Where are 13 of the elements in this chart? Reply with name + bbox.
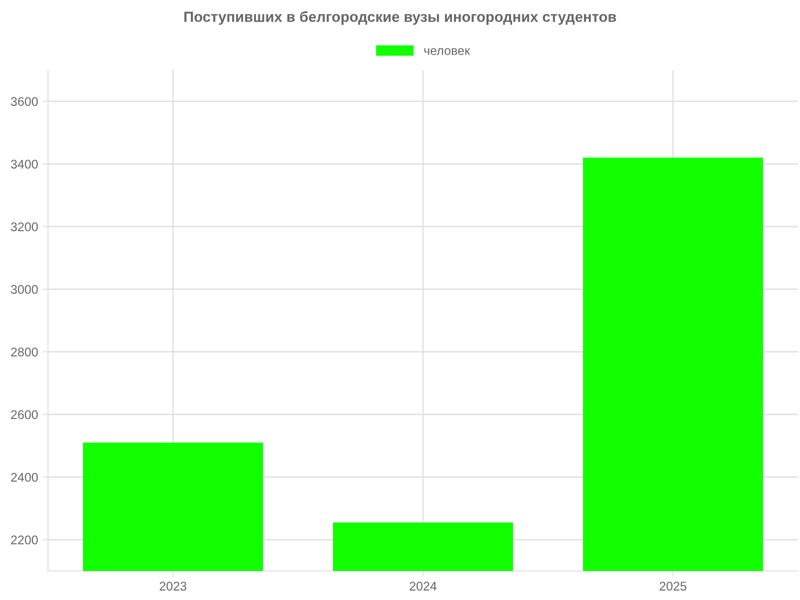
- legend-label: человек: [424, 48, 470, 56]
- y-tick-label: 2800: [11, 348, 38, 356]
- chart-title: Поступивших в белгородские вузы иногородних студентов: [184, 11, 616, 25]
- y-tick-label: 2400: [11, 472, 38, 482]
- y-tick-label: 3600: [10, 97, 38, 106]
- x-tick-label: 2025: [660, 582, 686, 591]
- y-tick-label: 2200: [11, 535, 38, 544]
- y-tick-label: 3200: [10, 222, 38, 232]
- x-tick-label: 2023: [160, 582, 186, 591]
- y-tick-label: 3400: [10, 160, 38, 169]
- y-tick-label: 2600: [11, 410, 38, 420]
- y-tick-label: 3000: [10, 284, 38, 294]
- x-tick-label: 2024: [410, 582, 437, 591]
